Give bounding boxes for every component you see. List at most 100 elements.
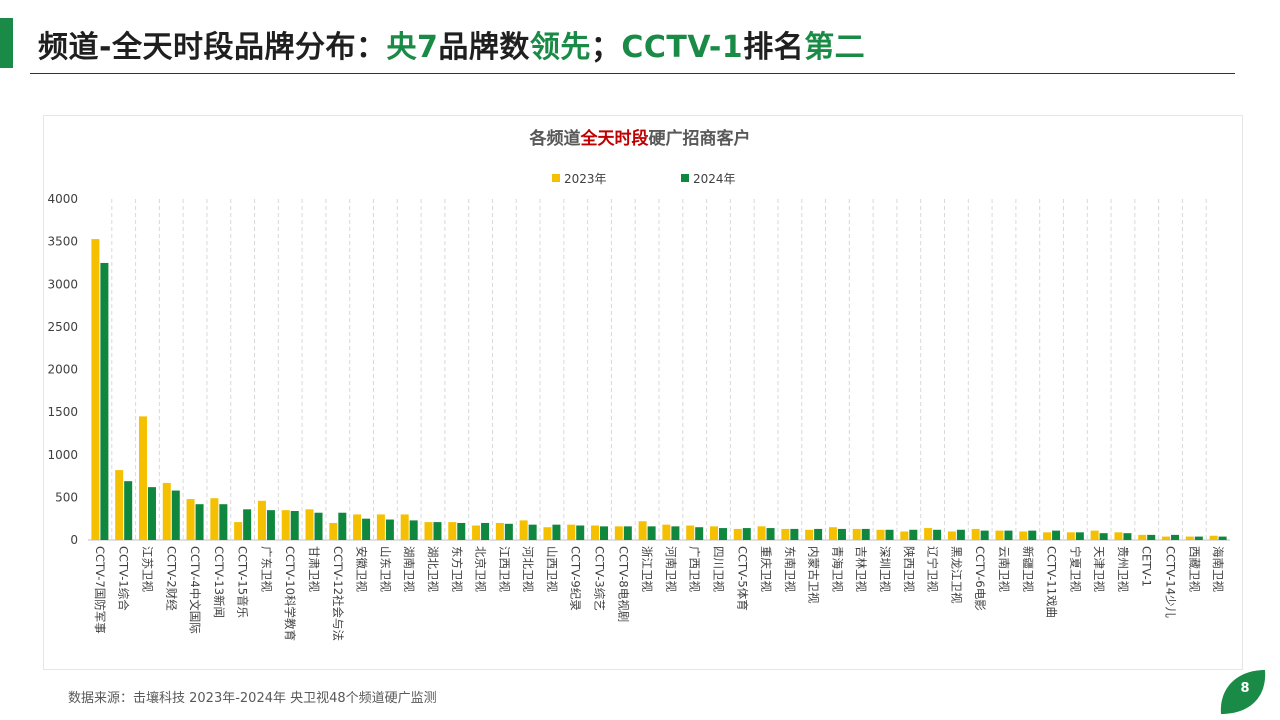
title-divider [30,73,1235,74]
bar-2023 [186,499,195,540]
x-category-label: 西藏卫视 [1187,546,1201,592]
title-segment-highlight: 领先 [529,30,591,65]
y-tick-label: 4000 [47,192,78,206]
x-category-label: 云南卫视 [997,546,1011,592]
x-category-label: CETV-1 [1140,546,1154,587]
x-category-label: CCTV-4中文国际 [188,546,202,634]
bar-2024 [623,526,632,540]
bar-2024 [1075,532,1084,540]
legend-label: 2023年 [564,172,607,186]
x-category-label: 内蒙古卫视 [807,546,821,604]
bar-2023 [519,520,528,540]
bar-2024 [956,529,965,540]
x-category-label: 海南卫视 [1211,546,1225,592]
bar-2024 [457,522,466,540]
bar-2024 [528,524,537,540]
y-tick-label: 2000 [47,363,78,377]
page-number: 8 [1240,681,1250,696]
bar-2023 [662,524,671,540]
bar-2024 [290,511,299,540]
bar-2024 [600,526,609,540]
x-category-label: CCTV-11戏曲 [1045,546,1059,618]
bar-2023 [947,531,956,540]
x-category-label: 辽宁卫视 [926,546,940,592]
bar-2024 [219,504,228,540]
bar-2024 [433,522,442,540]
bar-2024 [481,522,490,540]
bar-2024 [147,487,156,540]
x-category-label: 黑龙江卫视 [949,546,963,604]
bar-2024 [385,519,394,540]
y-tick-label: 1000 [47,448,78,462]
bar-2023 [400,514,409,540]
bar-2023 [1043,532,1052,540]
bar-2023 [971,528,980,540]
x-category-label: 浙江卫视 [640,546,654,592]
x-category-label: 深圳卫视 [878,546,892,592]
bar-2023 [709,526,718,540]
x-category-label: 陕西卫视 [902,546,916,592]
x-category-label: CCTV-13新闻 [212,546,226,618]
bar-2024 [695,527,704,540]
x-category-label: 青海卫视 [830,546,844,592]
x-category-label: 安徽卫视 [355,546,369,592]
title-segment-highlight: CCTV-1 [621,30,744,65]
page-badge-leaf-icon [1220,670,1266,714]
bar-2023 [543,527,552,540]
legend-swatch [552,174,560,182]
title-accent-bar [0,18,13,68]
bar-2024 [243,509,252,540]
bar-2023 [900,531,909,540]
bar-2024 [266,510,275,540]
bar-2024 [100,262,109,540]
x-category-label: CCTV-15音乐 [236,546,250,619]
bar-2024 [1052,530,1061,540]
x-category-label: CCTV-6电影 [973,546,987,611]
bar-2024 [1004,530,1013,540]
bar-2023 [138,416,147,540]
bar-2024 [909,529,918,540]
x-category-label: 天津卫视 [1092,546,1106,592]
x-category-label: 河北卫视 [521,546,535,592]
bar-2024 [980,530,989,540]
chart-title-segment: 各频道 [529,128,581,149]
chart-title-segment: 硬广招商客户 [649,128,751,149]
title-segment-highlight: 央7 [386,30,439,65]
bar-2023 [353,514,362,540]
bar-2024 [552,524,561,540]
x-category-label: CCTV-8电视剧 [616,546,630,622]
x-category-label: CCTV-9纪录 [569,546,583,611]
bar-2024 [790,528,799,540]
bar-2024 [861,528,870,540]
bar-2024 [124,481,133,540]
title-segment: ； [590,30,622,65]
bar-2024 [576,525,585,540]
bar-2024 [314,512,323,540]
bar-2023 [876,529,885,540]
x-category-label: 新疆卫视 [1021,546,1035,592]
bar-2024 [1099,533,1108,540]
x-category-label: CCTV-5体育 [735,546,749,611]
bar-2023 [757,526,766,540]
x-category-label: 宁夏卫视 [1068,546,1082,592]
x-category-label: CCTV-1综合 [117,546,131,611]
bar-2023 [448,522,457,540]
chart-title: 各频道全天时段硬广招商客户 [529,128,751,149]
legend-swatch [681,174,689,182]
bar-2024 [933,529,942,540]
bar-2024 [742,528,751,540]
bar-2023 [472,525,481,540]
y-tick-label: 500 [55,490,78,504]
x-category-label: 甘肃卫视 [307,546,321,592]
bar-2023 [638,521,647,540]
x-category-label: 东南卫视 [783,546,797,592]
bar-2024 [885,529,894,540]
bar-2023 [1114,532,1123,540]
bar-2023 [424,522,433,540]
bar-2024 [1218,536,1227,540]
bar-2023 [591,525,600,540]
bar-2023 [733,528,742,540]
bar-2023 [614,526,623,540]
bar-2024 [766,528,775,540]
